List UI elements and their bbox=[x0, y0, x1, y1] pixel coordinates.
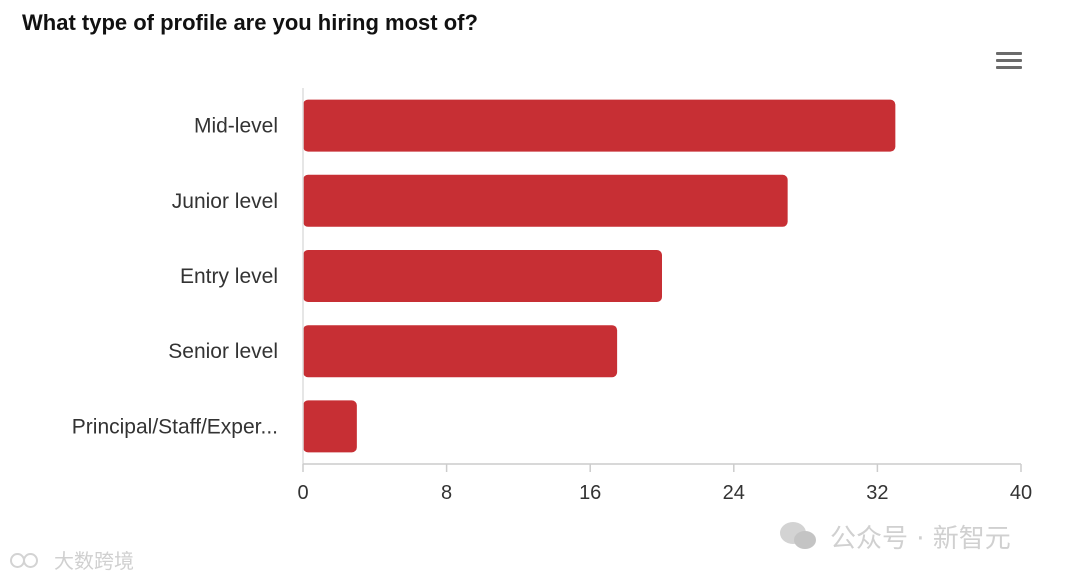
chart-title: What type of profile are you hiring most… bbox=[22, 10, 478, 35]
x-tick-label: 0 bbox=[297, 482, 308, 504]
bars-layer bbox=[303, 99, 896, 453]
wechat-icon bbox=[780, 521, 820, 552]
brand-watermark: 大数跨境 bbox=[10, 545, 134, 574]
bar-4[interactable] bbox=[303, 400, 357, 453]
logo-icon bbox=[10, 550, 48, 570]
bar-1[interactable] bbox=[303, 174, 788, 227]
category-label: Entry level bbox=[180, 265, 278, 288]
category-label: Senior level bbox=[168, 340, 278, 363]
x-tick-label: 40 bbox=[1010, 482, 1032, 504]
x-tick-label: 8 bbox=[441, 482, 452, 504]
x-tick-label: 32 bbox=[866, 482, 888, 504]
category-label: Junior level bbox=[172, 190, 278, 213]
brand-watermark-text: 大数跨境 bbox=[54, 549, 134, 573]
category-label: Principal/Staff/Exper... bbox=[72, 415, 278, 438]
x-tick-label: 24 bbox=[723, 482, 745, 504]
x-tick-label: 16 bbox=[579, 482, 601, 504]
wechat-watermark-text: 公众号 · 新智元 bbox=[830, 524, 1011, 554]
bar-2[interactable] bbox=[303, 250, 662, 302]
category-labels: Mid-level Junior level Entry level Senior l… bbox=[72, 115, 278, 439]
category-label: Mid-level bbox=[194, 115, 278, 138]
x-axis-ticks: 0 8 16 24 32 40 bbox=[297, 464, 1032, 504]
hamburger-menu-icon[interactable] bbox=[994, 50, 1024, 72]
bar-3[interactable] bbox=[303, 325, 618, 378]
wechat-watermark: 公众号 · 新智元 bbox=[780, 518, 1011, 555]
bar-0[interactable] bbox=[303, 99, 896, 152]
